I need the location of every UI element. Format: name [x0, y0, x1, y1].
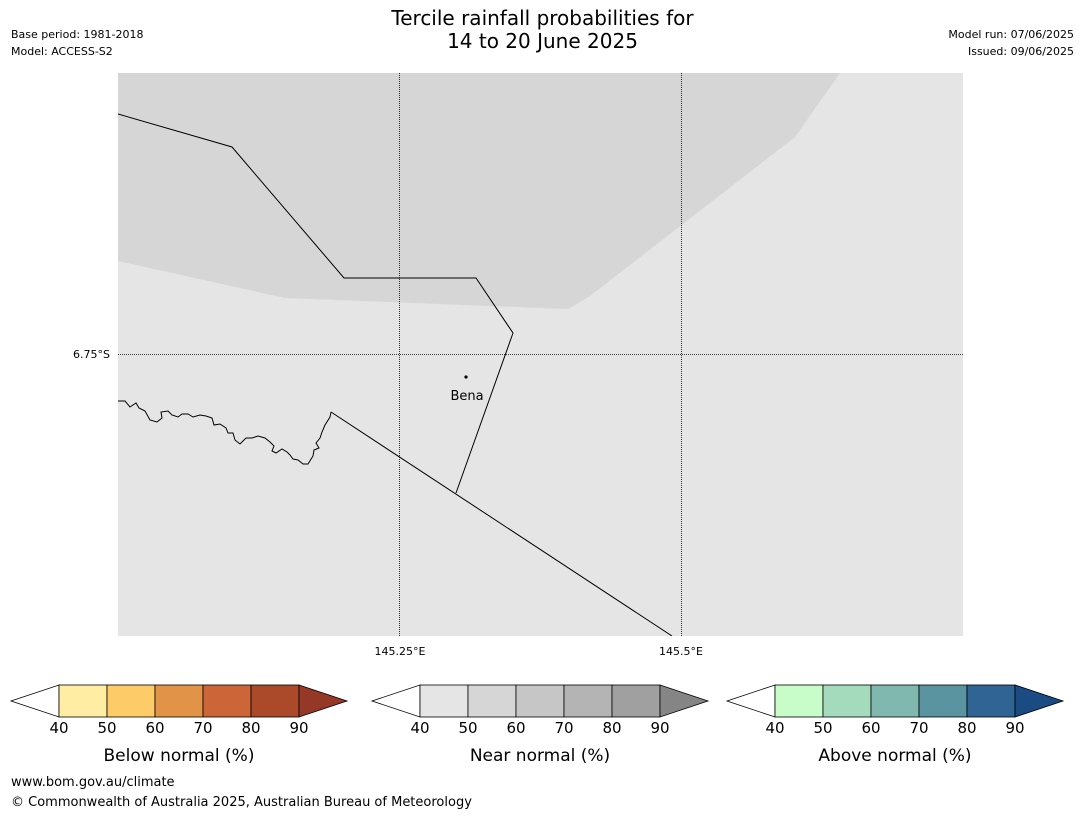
colorbar-0-segment-2 [154, 684, 204, 718]
colorbar-2-high-extension [1014, 684, 1065, 718]
colorbar-0-segment-3 [202, 684, 252, 718]
colorbar-1-tick-5: 90 [650, 719, 669, 737]
colorbar-0-low-extension [9, 684, 60, 718]
map-fill-near-normal-50-60 [118, 73, 840, 309]
colorbar-2-segment-3 [918, 684, 968, 718]
latitude-label: 6.75°S [73, 348, 110, 361]
colorbar-2-low-extension [725, 684, 776, 718]
place-label-bena: Bena [450, 389, 483, 404]
colorbar-1-tick-1: 50 [458, 719, 477, 737]
colorbar-2-tick-1: 50 [813, 719, 832, 737]
province-boundary [118, 113, 514, 494]
colorbar-0-segment-0 [58, 684, 108, 718]
colorbar-0-tick-2: 60 [145, 719, 164, 737]
colorbar-0-segment-1 [106, 684, 156, 718]
colorbar-2-label: Above normal (%) [818, 746, 971, 766]
colorbar-0-tick-4: 80 [241, 719, 260, 737]
model-text: Model: ACCESS-S2 [11, 45, 113, 58]
colorbar-0-label: Below normal (%) [104, 746, 255, 766]
colorbar-1-low-extension [370, 684, 421, 718]
colorbar-0-tick-3: 70 [193, 719, 212, 737]
colorbar-2-tick-4: 80 [957, 719, 976, 737]
title-line-2: 14 to 20 June 2025 [447, 29, 638, 53]
colorbar-2-tick-2: 60 [861, 719, 880, 737]
colorbar-1-tick-4: 80 [602, 719, 621, 737]
model-run-text: Model run: 07/06/2025 [948, 28, 1074, 41]
colorbar-1-label: Near normal (%) [470, 746, 610, 766]
colorbar-2-tick-5: 90 [1005, 719, 1024, 737]
colorbar-1-tick-3: 70 [554, 719, 573, 737]
colorbar-1-segment-4 [611, 684, 661, 718]
colorbar-0-tick-1: 50 [97, 719, 116, 737]
title-line-1: Tercile rainfall probabilities for [391, 6, 694, 30]
colorbar-1-tick-0: 40 [410, 719, 429, 737]
longitude-label-1: 145.25°E [375, 645, 426, 658]
colorbar-0-tick-0: 40 [49, 719, 68, 737]
colorbar-legends: 40 50 60 70 80 90 Below normal (%) 40 50 60 70 80 90… [9, 684, 1065, 766]
colorbar-0-segment-4 [250, 684, 300, 718]
base-period-text: Base period: 1981-2018 [11, 28, 144, 41]
longitude-label-2: 145.5°E [659, 645, 703, 658]
footer-copyright: © Commonwealth of Australia 2025, Austra… [11, 795, 472, 810]
colorbar-0-tick-5: 90 [289, 719, 308, 737]
metadata-right: Model run: 07/06/2025 Issued: 09/06/2025 [948, 26, 1074, 60]
colorbar-1-segment-3 [563, 684, 613, 718]
colorbar-2-segment-0 [774, 684, 824, 718]
river-boundary [118, 400, 332, 465]
footer-url: www.bom.gov.au/climate [11, 775, 175, 790]
bena-marker [464, 375, 468, 379]
colorbar-0-high-extension [298, 684, 349, 718]
page-title: Tercile rainfall probabilities for 14 to… [0, 7, 1085, 53]
colorbar-1-tick-2: 60 [506, 719, 525, 737]
metadata-left: Base period: 1981-2018 Model: ACCESS-S2 [11, 26, 143, 60]
colorbar-1-segment-1 [467, 684, 517, 718]
colorbar-2-tick-3: 70 [909, 719, 928, 737]
colorbar-1-segment-2 [515, 684, 565, 718]
colorbar-2-tick-0: 40 [765, 719, 784, 737]
province-boundary-south [330, 411, 673, 636]
colorbar-1-segment-0 [419, 684, 469, 718]
colorbar-2-segment-2 [870, 684, 920, 718]
map: Bena 6.75°S 145.25°E 145.5°E [73, 73, 963, 658]
colorbar-2-segment-4 [966, 684, 1016, 718]
colorbar-2-segment-1 [822, 684, 872, 718]
issued-text: Issued: 09/06/2025 [967, 45, 1074, 58]
colorbar-1-high-extension [659, 684, 710, 718]
